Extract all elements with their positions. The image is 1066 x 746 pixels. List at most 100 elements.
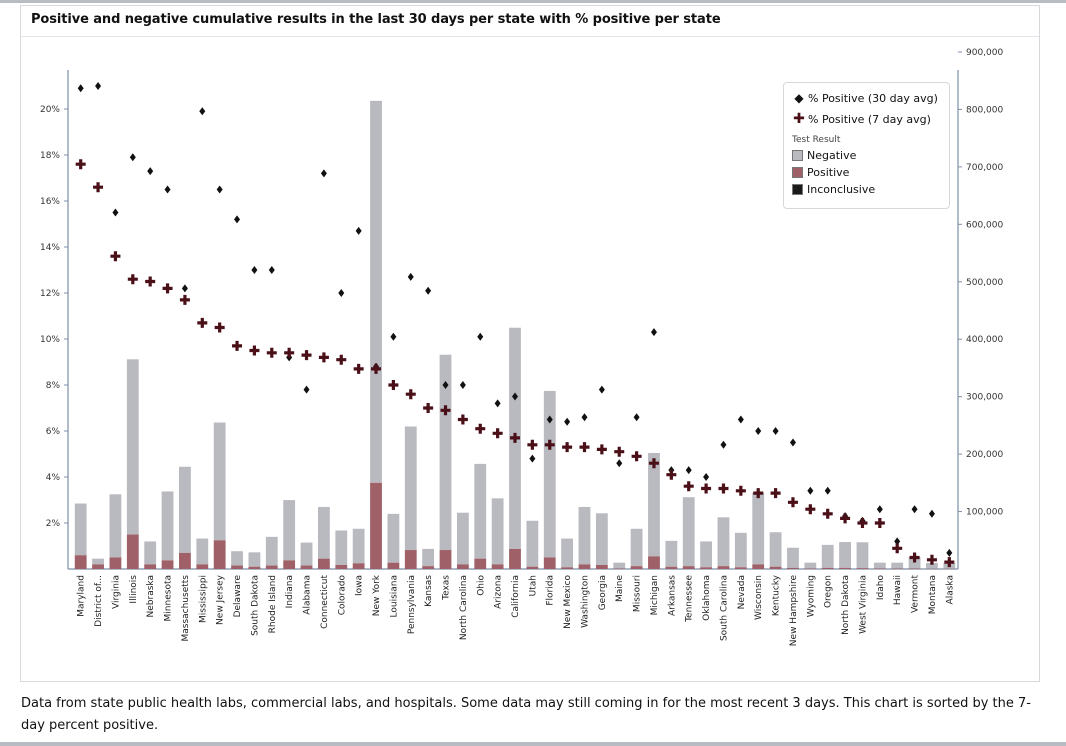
chart-title: Positive and negative cumulative results… <box>31 12 721 27</box>
pct7-marker <box>249 345 260 356</box>
pct30-marker <box>320 169 327 178</box>
positive-bar <box>908 568 921 569</box>
category-label: Missouri <box>633 575 643 612</box>
negative-bar <box>630 528 643 567</box>
negative-bar <box>926 562 938 569</box>
left-tick-label: 12% <box>40 289 60 299</box>
pct7-marker <box>544 439 555 450</box>
pct30-marker <box>477 332 484 341</box>
negative-bar <box>804 562 817 569</box>
positive-bar <box>821 567 834 569</box>
negative-bar <box>839 542 851 568</box>
negative-bar <box>787 547 799 568</box>
pct7-marker <box>301 350 312 361</box>
pct30-marker <box>529 454 536 463</box>
pct30-marker <box>494 399 501 408</box>
category-label: Louisiana <box>389 575 399 618</box>
pct7-marker <box>179 294 190 305</box>
negative-bar <box>387 513 400 563</box>
category-label: Mississippi <box>198 575 208 623</box>
pct30-marker <box>772 427 779 435</box>
category-label: New Mexico <box>563 575 573 629</box>
pct30-marker <box>459 381 466 389</box>
category-label: Tennessee <box>685 575 695 623</box>
negative-bar <box>231 551 243 566</box>
pct7-marker <box>857 518 868 528</box>
pct30-marker <box>685 466 692 475</box>
negative-bar <box>196 538 209 565</box>
pct7-marker <box>944 557 955 568</box>
pct30-marker <box>720 440 727 449</box>
negative-bar <box>265 536 278 566</box>
legend-item-negative: Negative <box>792 149 856 162</box>
negative-bar <box>456 512 469 565</box>
positive-bar <box>387 562 400 569</box>
category-label: Minnesota <box>164 575 174 621</box>
category-label: Georgia <box>598 575 608 610</box>
negative-bar <box>613 562 626 569</box>
pct30-marker <box>303 385 310 394</box>
legend-heading: Test Result <box>792 135 841 145</box>
left-tick-label: 20% <box>40 105 60 115</box>
pct7-marker <box>232 340 243 351</box>
negative-bar <box>682 497 695 567</box>
pct7-marker <box>388 380 399 390</box>
negative-bar <box>734 532 747 568</box>
pct30-marker <box>546 415 553 424</box>
positive-bar <box>648 556 660 569</box>
category-label: Illinois <box>129 575 139 604</box>
title-divider <box>21 36 1039 37</box>
chart-legend: ◆ % Positive (30 day avg) ✚ % Positive (… <box>783 82 950 209</box>
positive-bar <box>561 567 574 569</box>
pct7-marker <box>787 497 798 508</box>
negative-bar <box>370 100 382 483</box>
negative-bar <box>561 538 574 568</box>
category-label: Alabama <box>303 575 313 615</box>
pct7-marker <box>701 483 712 494</box>
category-label: Indiana <box>285 575 295 608</box>
positive-bar <box>92 564 104 569</box>
category-label: Michigan <box>650 575 660 615</box>
pct7-marker <box>770 488 781 499</box>
pct30-marker <box>355 226 362 235</box>
positive-bar <box>179 552 191 569</box>
positive-bar <box>161 560 174 569</box>
negative-bar <box>248 552 261 567</box>
right-tick-label: 300,000 <box>966 393 1003 403</box>
positive-bar <box>474 558 487 569</box>
pct7-marker <box>284 347 295 358</box>
pct7-marker <box>648 458 659 469</box>
negative-bar <box>144 541 157 565</box>
pct7-marker <box>596 444 607 455</box>
category-label: Rhode Island <box>268 575 278 633</box>
positive-bar <box>734 567 747 569</box>
pct7-marker <box>162 283 173 294</box>
pct30-marker <box>199 107 206 116</box>
legend-item-positive: Positive <box>792 166 849 179</box>
pct7-marker <box>892 543 903 554</box>
category-label: California <box>511 575 521 618</box>
pct7-marker <box>909 552 920 563</box>
pct30-marker <box>442 381 449 389</box>
negative-bar <box>283 500 296 561</box>
positive-bar <box>630 566 643 569</box>
pct30-marker <box>512 392 518 401</box>
right-tick-label: 900,000 <box>966 48 1003 58</box>
pct7-marker <box>197 317 208 328</box>
pct7-marker <box>318 352 329 363</box>
pct7-marker <box>93 182 104 193</box>
pct30-marker <box>946 548 953 557</box>
negative-bar <box>352 528 365 564</box>
pct30-marker <box>703 473 710 481</box>
positive-bar <box>231 565 243 569</box>
category-label: Colorado <box>337 575 347 616</box>
pct30-marker <box>407 272 414 281</box>
pct30-marker <box>598 385 605 394</box>
positive-bar <box>248 566 261 569</box>
pct7-marker <box>127 274 138 285</box>
category-label: Pennsylvania <box>407 575 417 634</box>
legend-label-positive: Positive <box>807 166 850 179</box>
top-rule <box>0 0 1066 3</box>
pct30-marker <box>216 185 223 194</box>
negative-bar <box>439 354 452 551</box>
